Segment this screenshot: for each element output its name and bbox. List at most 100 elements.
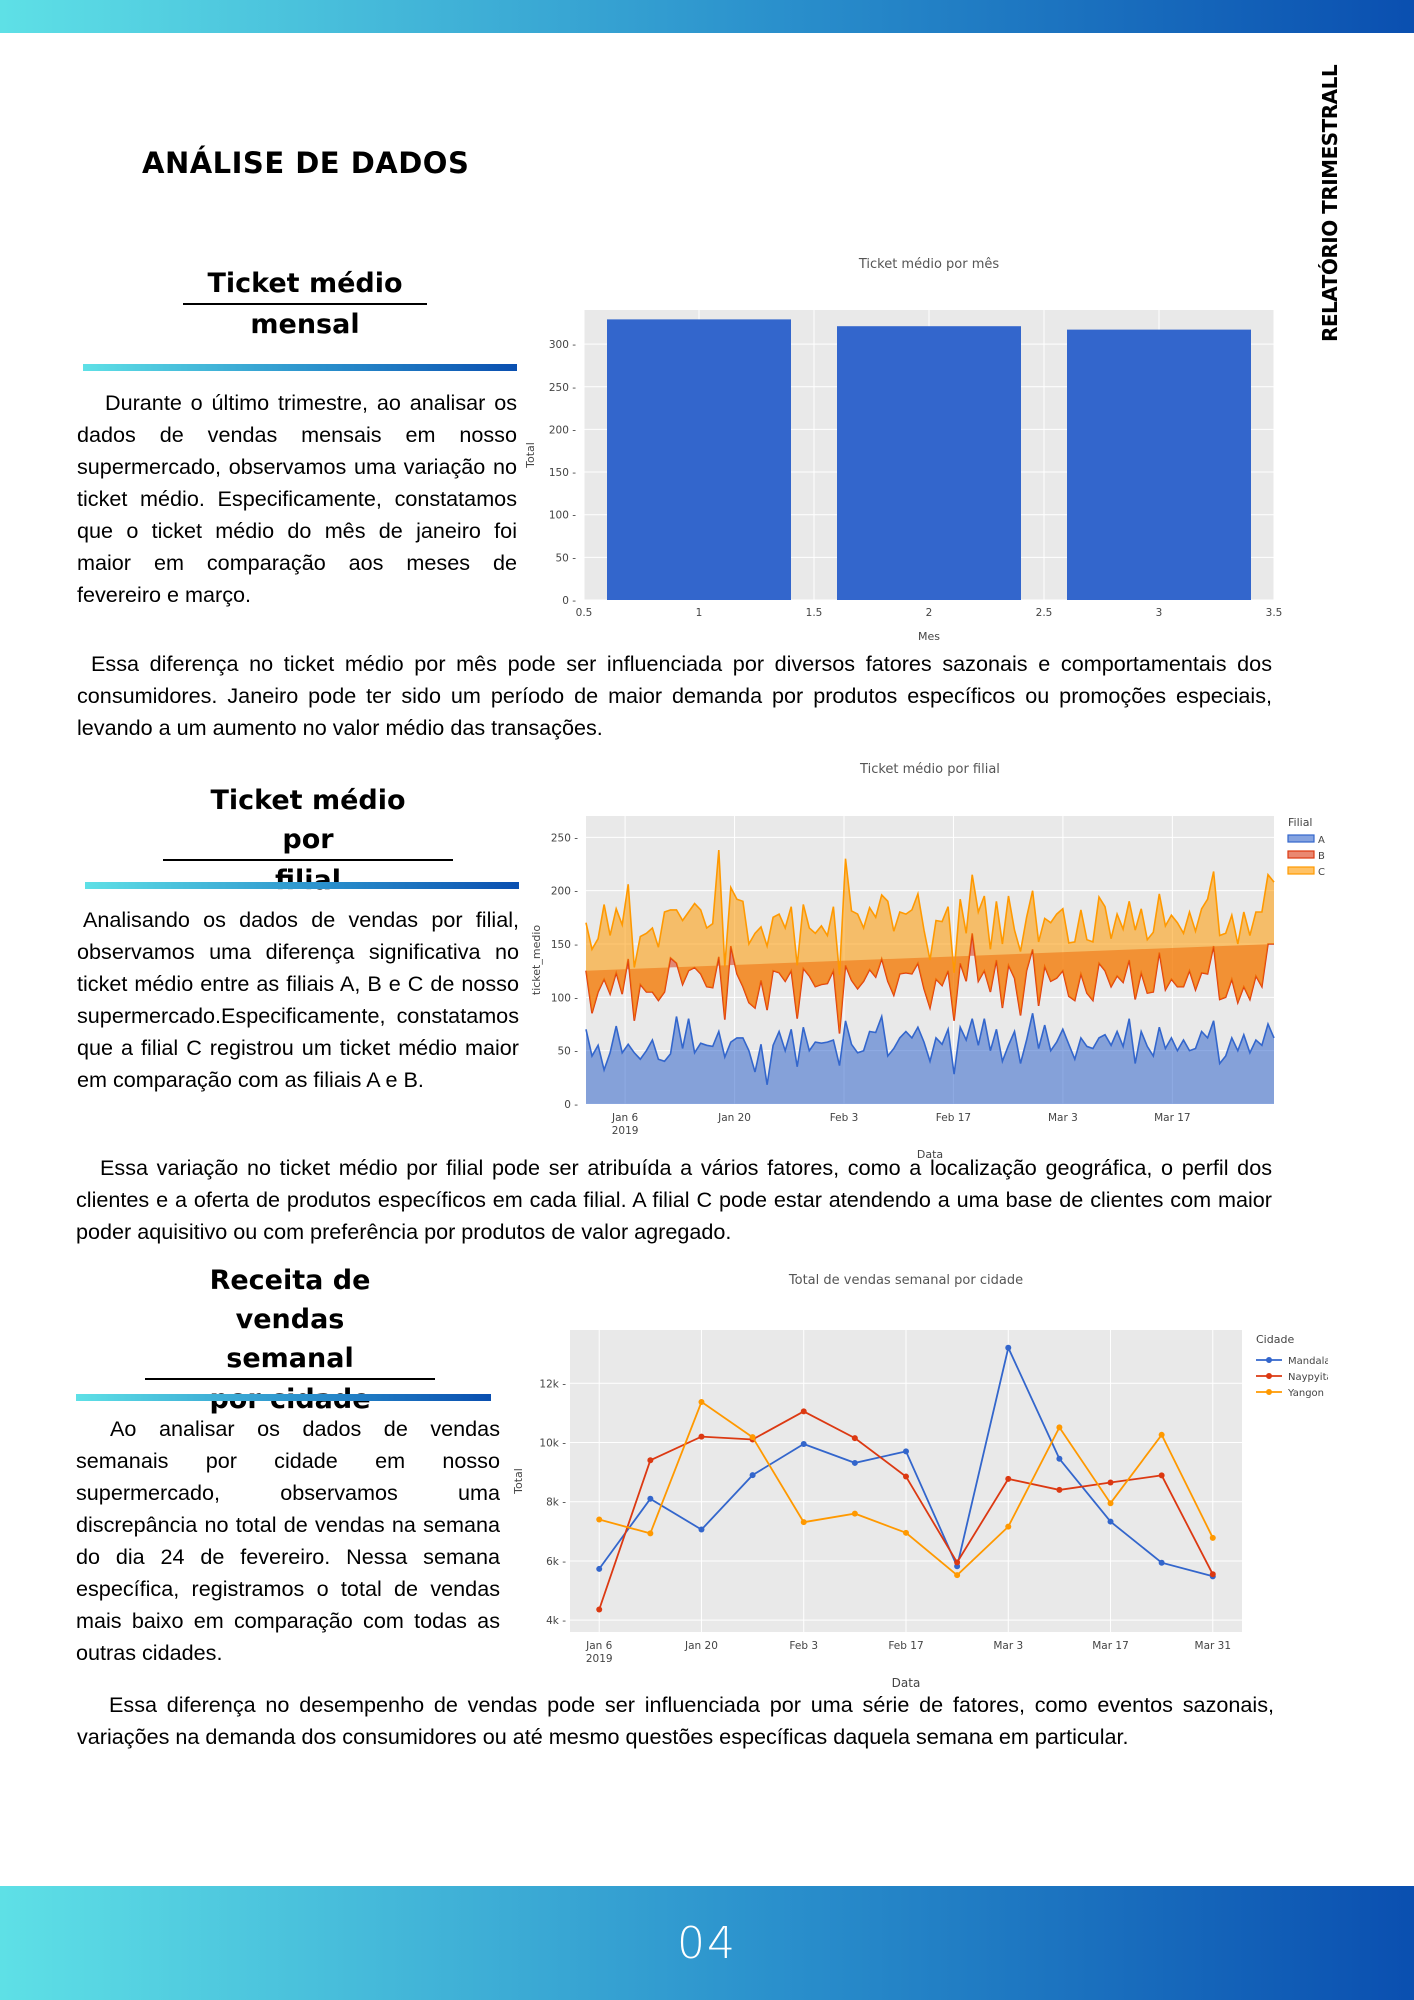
legend-label: B bbox=[1318, 851, 1325, 862]
bar bbox=[607, 319, 791, 600]
chart-title: Ticket médio por mês bbox=[858, 257, 1000, 272]
y-tick-label: 150 - bbox=[551, 939, 578, 951]
point-Mandalay bbox=[1158, 1559, 1165, 1566]
point-Naypyitaw bbox=[647, 1457, 654, 1464]
bottom-gradient-bar: 04 bbox=[0, 1886, 1414, 2000]
x-tick-label: Feb 17 bbox=[888, 1640, 923, 1652]
page-title: ANÁLISE DE DADOS bbox=[142, 146, 470, 180]
point-Yangon bbox=[1107, 1500, 1114, 1507]
x-tick-label: Feb 3 bbox=[830, 1112, 859, 1124]
y-tick-label: 12k - bbox=[539, 1378, 566, 1390]
y-axis-label: ticket_medio bbox=[530, 925, 543, 995]
chart-title: Total de vendas semanal por cidade bbox=[788, 1273, 1023, 1288]
point-Yangon bbox=[851, 1510, 858, 1517]
bar bbox=[837, 326, 1021, 600]
page-number: 04 bbox=[677, 1917, 737, 1969]
y-tick-label: 250 - bbox=[551, 832, 578, 844]
x-tick-label: Jan 20 bbox=[717, 1112, 751, 1124]
point-Yangon bbox=[647, 1530, 654, 1537]
top-gradient-bar bbox=[0, 0, 1414, 33]
section-title-line: filial bbox=[275, 865, 341, 896]
line-chart-city-weekly: Total de vendas semanal por cidade 4k - 6k… bbox=[512, 1273, 1328, 1690]
bar-chart-monthly-ticket: Ticket médio por mês 0 - 50 - 100 - 150 - 200… bbox=[524, 257, 1283, 643]
x-tick-label: 2.5 bbox=[1036, 607, 1053, 619]
point-Yangon bbox=[1209, 1534, 1216, 1541]
section-title-line: Receita de bbox=[209, 1265, 371, 1296]
section-divider bbox=[83, 364, 517, 371]
area-line-A bbox=[585, 1013, 1275, 1085]
point-Naypyitaw bbox=[1107, 1479, 1114, 1486]
legend-marker bbox=[1266, 1357, 1272, 1363]
report-side-title: RELATÓRIO TRIMESTRALL bbox=[1318, 64, 1342, 342]
area-line-C bbox=[585, 850, 1275, 975]
point-Mandalay bbox=[800, 1440, 807, 1447]
point-Naypyitaw bbox=[698, 1433, 705, 1440]
legend-title: Cidade bbox=[1256, 1333, 1294, 1346]
point-Naypyitaw bbox=[596, 1606, 603, 1613]
section-title-monthly: Ticket médio mensal bbox=[160, 264, 450, 344]
legend-swatch bbox=[1287, 834, 1315, 843]
x-tick-label: Mar 17 bbox=[1092, 1640, 1129, 1652]
point-Yangon bbox=[954, 1572, 961, 1579]
y-tick-label: 100 - bbox=[551, 992, 578, 1004]
area-chart-branch-ticket: Ticket médio por filial 0 - 50 - 100 - 150 -… bbox=[530, 762, 1325, 1161]
point-Naypyitaw bbox=[1158, 1472, 1165, 1479]
point-Yangon bbox=[596, 1516, 603, 1523]
x-tick-label: Jan 6 2019 bbox=[585, 1640, 613, 1665]
point-Mandalay bbox=[1056, 1455, 1063, 1462]
point-Mandalay bbox=[596, 1565, 603, 1572]
section-title-line: vendas semanal bbox=[145, 1300, 435, 1380]
point-Yangon bbox=[749, 1434, 756, 1441]
y-tick-label: 200 - bbox=[551, 886, 578, 898]
point-Naypyitaw bbox=[800, 1408, 807, 1415]
legend-label: A bbox=[1318, 835, 1325, 846]
section-title-line: mensal bbox=[250, 309, 360, 340]
x-tick-label: Mar 17 bbox=[1154, 1112, 1191, 1124]
legend-swatch bbox=[1287, 850, 1315, 859]
section-paragraph-monthly: Durante o último trimestre, ao analisar … bbox=[77, 390, 517, 607]
point-Naypyitaw bbox=[903, 1473, 909, 1480]
x-tick-label: 3.5 bbox=[1266, 607, 1283, 619]
point-Yangon bbox=[698, 1398, 705, 1405]
point-Mandalay bbox=[647, 1495, 654, 1502]
x-tick-label: Feb 3 bbox=[789, 1640, 818, 1652]
area-fill-A bbox=[586, 1013, 1274, 1104]
y-tick-label: 6k - bbox=[546, 1556, 566, 1568]
point-Naypyitaw bbox=[851, 1435, 858, 1442]
y-tick-label: 10k - bbox=[539, 1438, 566, 1450]
x-axis-label: Data bbox=[892, 1676, 921, 1690]
point-Yangon bbox=[800, 1519, 807, 1526]
x-tick-label: 3 bbox=[1156, 607, 1163, 619]
point-Mandalay bbox=[851, 1459, 858, 1466]
legend-label: Yangon bbox=[1287, 1388, 1324, 1399]
legend-marker bbox=[1266, 1389, 1272, 1395]
y-tick-label: 300 - bbox=[549, 339, 576, 351]
point-Naypyitaw bbox=[1056, 1486, 1063, 1493]
section-paragraph-branch: Analisando os dados de vendas por filial… bbox=[77, 907, 519, 1092]
legend-swatch bbox=[1287, 866, 1315, 875]
point-Naypyitaw bbox=[1209, 1571, 1216, 1578]
y-tick-label: 4k - bbox=[546, 1615, 566, 1627]
x-axis-label: Data bbox=[917, 1148, 943, 1161]
x-tick-label: 2 bbox=[926, 607, 933, 619]
point-Naypyitaw bbox=[954, 1559, 961, 1566]
section-followup-city: Essa diferença no desempenho de vendas p… bbox=[77, 1692, 1274, 1749]
y-tick-label: 200 - bbox=[549, 424, 576, 436]
y-axis-label: Total bbox=[524, 442, 537, 469]
point-Naypyitaw bbox=[1005, 1475, 1012, 1482]
y-tick-label: 50 - bbox=[558, 1046, 579, 1058]
area-fill-C bbox=[586, 850, 1274, 1034]
x-tick-label: Mar 31 bbox=[1195, 1640, 1232, 1652]
x-tick-label: Jan 6 2019 bbox=[611, 1112, 639, 1137]
y-tick-label: 250 - bbox=[549, 382, 576, 394]
point-Yangon bbox=[903, 1529, 909, 1536]
legend-title: Filial bbox=[1288, 816, 1313, 829]
section-followup-monthly: Essa diferença no ticket médio por mês p… bbox=[77, 651, 1272, 740]
legend-label: C bbox=[1318, 867, 1325, 878]
section-title-branch: Ticket médio por filial bbox=[163, 781, 453, 900]
section-title-line: Ticket médio por bbox=[163, 781, 453, 861]
point-Yangon bbox=[1158, 1431, 1165, 1438]
section-followup-branch: Essa variação no ticket médio por filial… bbox=[76, 1155, 1272, 1244]
x-tick-label: Mar 3 bbox=[1048, 1112, 1078, 1124]
point-Mandalay bbox=[1005, 1344, 1012, 1351]
